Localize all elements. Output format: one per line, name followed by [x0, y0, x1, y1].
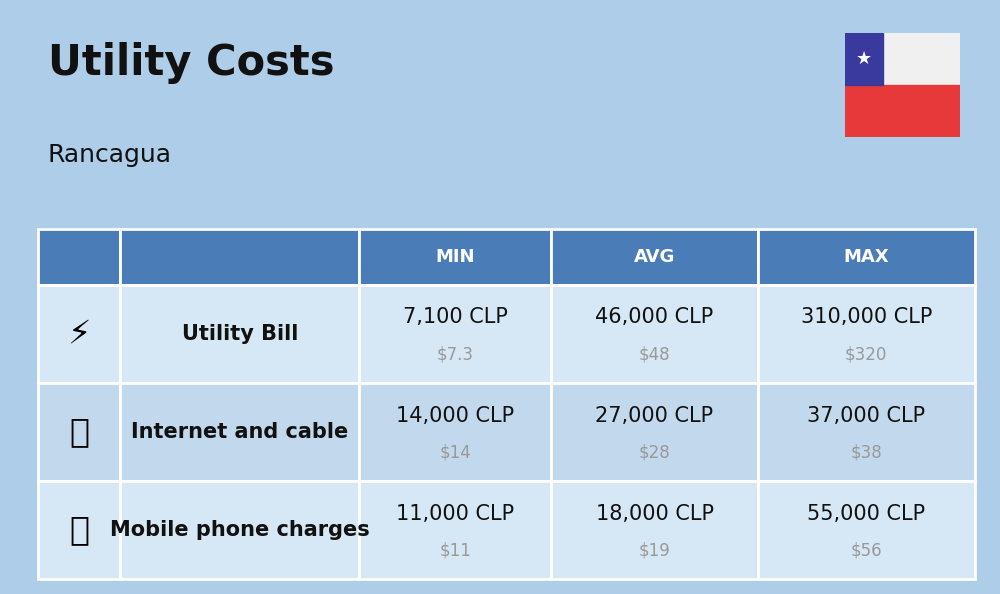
FancyBboxPatch shape: [551, 481, 758, 579]
Text: $11: $11: [439, 542, 471, 560]
FancyBboxPatch shape: [758, 229, 975, 285]
Text: $38: $38: [850, 444, 882, 462]
Text: Utility Costs: Utility Costs: [48, 42, 334, 84]
Bar: [845, 84, 960, 137]
FancyBboxPatch shape: [758, 481, 975, 579]
Text: 37,000 CLP: 37,000 CLP: [807, 406, 925, 425]
Text: 27,000 CLP: 27,000 CLP: [595, 406, 714, 425]
Text: MAX: MAX: [843, 248, 889, 266]
Text: 55,000 CLP: 55,000 CLP: [807, 504, 925, 523]
Text: $320: $320: [845, 346, 887, 364]
FancyBboxPatch shape: [551, 285, 758, 383]
Text: $48: $48: [639, 346, 670, 364]
Bar: [845, 33, 883, 84]
Text: 📱: 📱: [69, 514, 89, 546]
FancyBboxPatch shape: [359, 481, 551, 579]
Text: $19: $19: [639, 542, 670, 560]
FancyBboxPatch shape: [38, 383, 120, 481]
FancyBboxPatch shape: [120, 481, 359, 579]
Text: 📡: 📡: [69, 416, 89, 448]
FancyBboxPatch shape: [551, 229, 758, 285]
Text: Mobile phone charges: Mobile phone charges: [110, 520, 370, 540]
FancyBboxPatch shape: [551, 383, 758, 481]
FancyBboxPatch shape: [758, 285, 975, 383]
FancyBboxPatch shape: [38, 285, 120, 383]
Text: 18,000 CLP: 18,000 CLP: [596, 504, 714, 523]
Text: $28: $28: [639, 444, 670, 462]
Text: $56: $56: [850, 542, 882, 560]
FancyBboxPatch shape: [359, 383, 551, 481]
Text: Rancagua: Rancagua: [48, 143, 172, 166]
Text: 14,000 CLP: 14,000 CLP: [396, 406, 514, 425]
Text: Utility Bill: Utility Bill: [182, 324, 298, 344]
Text: Internet and cable: Internet and cable: [131, 422, 349, 442]
Text: 7,100 CLP: 7,100 CLP: [403, 308, 508, 327]
Bar: [845, 33, 960, 84]
FancyBboxPatch shape: [120, 383, 359, 481]
Text: ⚡: ⚡: [68, 318, 91, 350]
Text: 46,000 CLP: 46,000 CLP: [595, 308, 714, 327]
FancyBboxPatch shape: [359, 285, 551, 383]
Text: $14: $14: [440, 444, 471, 462]
Text: 310,000 CLP: 310,000 CLP: [801, 308, 932, 327]
FancyBboxPatch shape: [359, 229, 551, 285]
FancyBboxPatch shape: [38, 229, 120, 285]
Text: 11,000 CLP: 11,000 CLP: [396, 504, 514, 523]
Text: MIN: MIN: [436, 248, 475, 266]
FancyBboxPatch shape: [120, 229, 359, 285]
FancyBboxPatch shape: [758, 383, 975, 481]
FancyBboxPatch shape: [38, 481, 120, 579]
FancyBboxPatch shape: [120, 285, 359, 383]
Text: $7.3: $7.3: [437, 346, 474, 364]
Text: AVG: AVG: [634, 248, 675, 266]
Text: ★: ★: [856, 50, 872, 68]
